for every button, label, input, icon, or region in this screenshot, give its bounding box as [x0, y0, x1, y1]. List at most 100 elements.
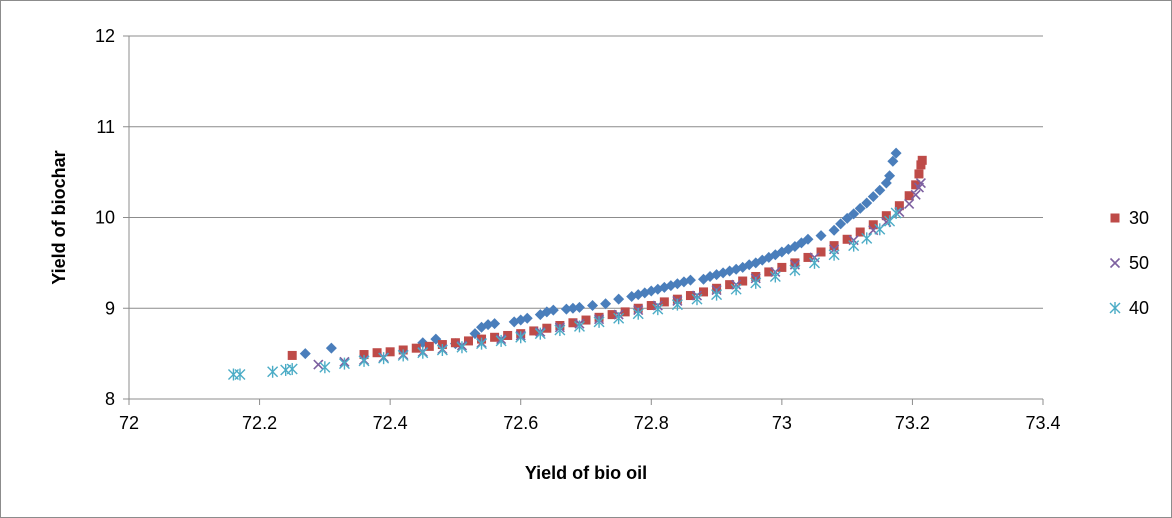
data-point	[881, 211, 891, 221]
legend-marker-50	[1109, 257, 1121, 269]
data-point	[286, 363, 298, 376]
data-point	[378, 352, 390, 365]
data-point	[712, 283, 722, 293]
data-point	[529, 326, 539, 336]
data-point	[904, 191, 914, 201]
data-point	[816, 247, 826, 257]
data-point	[607, 310, 617, 320]
data-point	[456, 341, 468, 354]
y-tick-label-4: 12	[95, 26, 115, 46]
data-point	[503, 330, 513, 340]
data-point	[874, 223, 886, 236]
data-point	[581, 315, 591, 325]
data-point	[482, 319, 494, 331]
data-point	[699, 287, 709, 297]
legend-label-50: 50	[1129, 253, 1149, 273]
data-point	[842, 234, 852, 244]
data-point	[659, 297, 669, 307]
data-point	[385, 347, 395, 357]
data-point	[751, 271, 761, 281]
data-point	[234, 368, 246, 381]
data-point	[515, 331, 527, 344]
data-point	[861, 197, 873, 209]
data-point	[904, 198, 915, 209]
data-point	[910, 189, 921, 200]
data-point	[769, 270, 781, 283]
data-point	[573, 301, 585, 313]
data-point	[613, 293, 625, 305]
data-point	[411, 343, 421, 353]
data-point	[884, 170, 896, 182]
data-point	[914, 169, 924, 179]
data-point	[884, 215, 896, 228]
data-point	[861, 232, 873, 245]
data-point	[567, 302, 579, 314]
data-point	[593, 315, 605, 328]
data-point	[684, 274, 696, 286]
data-point	[809, 256, 820, 269]
data-point	[890, 206, 902, 219]
data-point	[671, 298, 683, 311]
data-point	[417, 346, 429, 359]
x-tick-label-5: 73	[772, 413, 792, 433]
y-tick-label-0: 8	[105, 389, 115, 409]
series-unnamed-0	[299, 147, 902, 360]
data-point	[495, 334, 507, 347]
data-point	[450, 338, 460, 348]
data-point	[299, 348, 311, 360]
data-point	[632, 307, 644, 320]
y-tick-label-2: 10	[95, 208, 115, 228]
data-point	[338, 357, 350, 370]
data-point	[803, 252, 813, 262]
axes	[128, 36, 1044, 405]
data-point	[685, 291, 695, 301]
x-tick-label-4: 72.8	[634, 413, 669, 433]
gridlines	[123, 35, 1043, 400]
data-point	[777, 262, 787, 272]
data-point	[874, 184, 886, 196]
data-point	[764, 267, 774, 277]
data-point	[542, 323, 552, 333]
data-point	[848, 239, 860, 252]
data-point	[613, 312, 625, 325]
data-point	[372, 348, 382, 358]
data-point	[476, 337, 488, 350]
data-point	[554, 324, 566, 337]
data-point	[738, 276, 748, 286]
data-point	[750, 276, 762, 289]
data-point	[730, 283, 742, 296]
data-point	[915, 177, 926, 189]
data-point	[887, 155, 899, 167]
data-point	[917, 155, 927, 165]
data-point	[397, 349, 409, 362]
data-point	[436, 343, 448, 356]
legend-label-30: 30	[1129, 208, 1149, 228]
data-point	[711, 288, 723, 301]
data-point	[855, 227, 865, 237]
data-point	[854, 202, 866, 214]
y-tick-label-3: 11	[96, 117, 115, 137]
data-point	[313, 359, 324, 370]
data-point	[325, 342, 337, 354]
data-point	[815, 230, 827, 242]
data-point	[600, 298, 612, 310]
data-point	[547, 304, 559, 316]
data-point	[790, 258, 800, 268]
data-point	[829, 241, 839, 251]
y-axis-title: Yield of biochar	[49, 150, 69, 284]
legend-marker-40	[1109, 302, 1121, 314]
data-point	[725, 280, 735, 290]
data-point	[890, 147, 902, 159]
data-point	[691, 293, 703, 306]
data-point	[568, 318, 578, 328]
data-point	[489, 318, 501, 330]
data-point	[646, 301, 656, 311]
x-tick-label-0: 72	[119, 413, 139, 433]
y-tick-labels: 8 9 10 11 12	[95, 26, 115, 409]
x-tick-label-2: 72.4	[373, 413, 408, 433]
x-tick-label-1: 72.2	[242, 413, 277, 433]
data-point	[916, 160, 926, 170]
data-point	[828, 248, 840, 261]
data-point	[828, 224, 840, 236]
